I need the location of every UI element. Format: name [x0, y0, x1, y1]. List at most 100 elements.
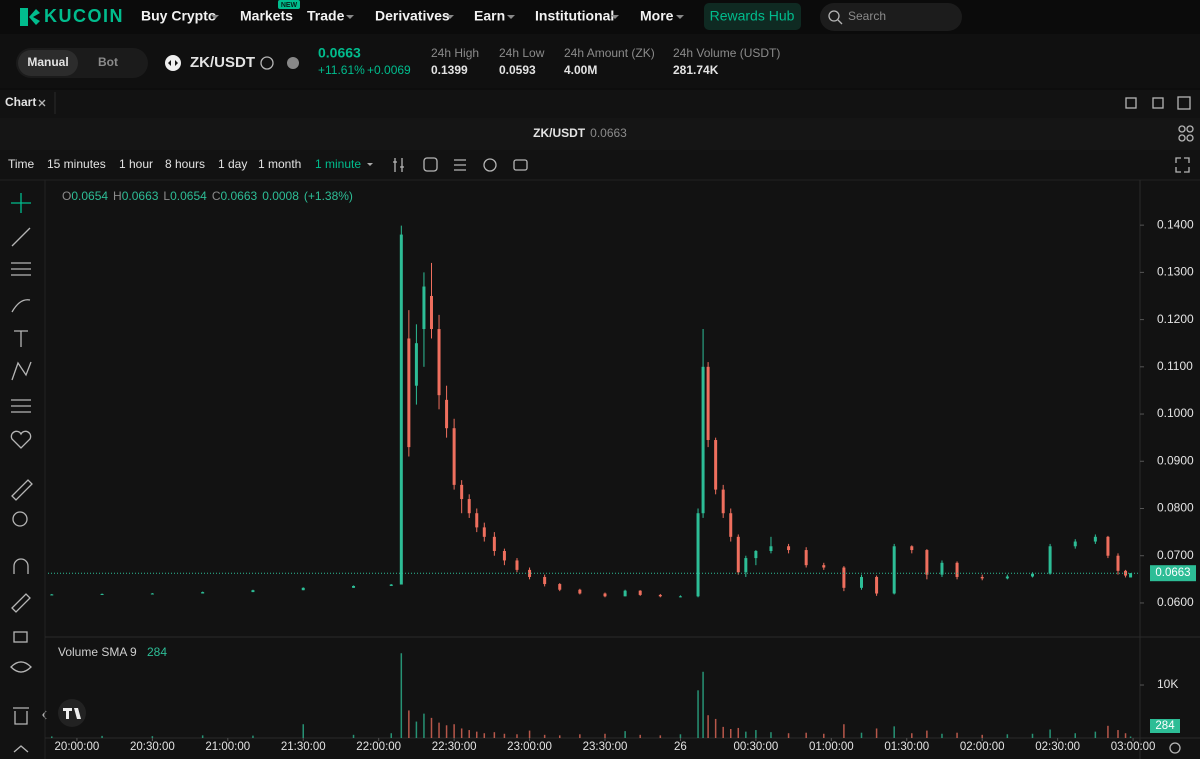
volume-bar [755, 730, 757, 738]
tool-crosshair[interactable] [11, 193, 31, 213]
volume-bar [1124, 733, 1127, 738]
logo-icon [20, 8, 40, 26]
volume-title: Volume SMA 9 [58, 645, 137, 659]
logo[interactable]: KUCOIN [20, 6, 124, 26]
tool-zoom[interactable] [12, 511, 28, 527]
tool-brush[interactable] [11, 299, 31, 313]
panel-icon[interactable] [1152, 97, 1164, 109]
stat-label: 24h Volume (USDT) [673, 46, 780, 60]
volume-bar [430, 717, 433, 738]
stat-value: 0.1399 [431, 63, 468, 77]
volume-bar [101, 735, 103, 738]
candle-body [1005, 576, 1009, 579]
info-icon[interactable] [287, 57, 299, 69]
tool-lock-draw[interactable] [11, 593, 31, 613]
new-badge-text: NEW [281, 2, 298, 9]
tab-close[interactable] [38, 99, 46, 107]
x-tick-label: 22:30:00 [432, 741, 477, 753]
candle-body [201, 592, 205, 594]
chart-tab[interactable]: Chart [5, 95, 36, 109]
tool-delete[interactable] [13, 707, 29, 725]
x-tick-label: 00:30:00 [733, 741, 778, 753]
candle-body [452, 428, 456, 485]
toolbar-icon[interactable] [393, 158, 404, 172]
tool-favorite[interactable] [10, 430, 32, 449]
candle-body [492, 536, 496, 551]
mode-active[interactable] [18, 50, 78, 76]
nav-item[interactable]: Buy Crypto [141, 8, 216, 24]
candle-body [638, 590, 642, 595]
search-icon [828, 10, 840, 22]
candle-body [721, 489, 725, 514]
toolbar-icon[interactable] [483, 158, 497, 172]
panel-icon[interactable] [1177, 96, 1191, 110]
caret [611, 15, 619, 19]
nav-item[interactable]: Derivatives [375, 8, 450, 24]
settings-icon[interactable] [1169, 742, 1181, 754]
candle-body [352, 585, 356, 588]
volume-bar [1117, 730, 1119, 738]
nav-item[interactable]: Earn [474, 8, 505, 24]
tv-logo[interactable] [58, 699, 86, 727]
panel-icon[interactable] [1125, 97, 1137, 109]
mode-bot[interactable]: Bot [98, 55, 118, 69]
tool-pattern[interactable] [11, 361, 32, 381]
chart-title: ZK/USDT 0.0663 [533, 126, 627, 140]
rewards-button[interactable] [704, 3, 801, 30]
volume-bar [1094, 731, 1097, 738]
tool-line[interactable] [11, 227, 31, 247]
timeframe[interactable]: 15 minutes [47, 157, 106, 171]
volume-bar [543, 734, 546, 738]
timeframe[interactable]: 1 day [218, 157, 247, 171]
candle-body [543, 576, 547, 585]
toolbar-icon[interactable] [513, 159, 528, 171]
volume-bar [624, 731, 626, 738]
timeframe: Time [8, 157, 35, 171]
volume-bar [770, 732, 772, 738]
nav-item[interactable]: Trade [307, 8, 345, 24]
toolbar-icon[interactable] [423, 157, 438, 172]
volume-bar [1031, 733, 1034, 738]
tool-visibility[interactable] [10, 661, 32, 673]
title-pair: ZK/USDT [533, 126, 586, 140]
stat-value: 281.74K [673, 63, 719, 77]
nav-item[interactable]: More [640, 8, 674, 24]
candle-body [1093, 536, 1097, 542]
tool-more[interactable] [13, 745, 29, 753]
search-box[interactable] [820, 3, 962, 31]
ohlc-legend: O0.0654 H0.0663 L0.0654 C0.0663 0.0008 (+1.38… [62, 189, 353, 203]
candle-body [842, 567, 846, 588]
timeframe[interactable]: 1 hour [119, 157, 153, 171]
nav-item[interactable]: Markets [240, 8, 293, 24]
candle-body [50, 594, 54, 596]
tool-lock[interactable] [13, 631, 28, 643]
tool-ruler[interactable] [11, 479, 33, 501]
tool-magnet[interactable] [13, 558, 29, 574]
x-tick-label: 02:00:00 [960, 741, 1005, 753]
timeframe[interactable]: 1 month [258, 157, 301, 171]
pair-dropdown[interactable] [260, 56, 274, 70]
toolbar-icon[interactable] [454, 159, 466, 171]
volume-bar [453, 724, 455, 738]
candle-body [558, 584, 562, 590]
volume-bar [558, 735, 561, 738]
candle-body [804, 550, 808, 566]
active-interval[interactable]: 1 minute [315, 157, 361, 171]
volume-bar [483, 733, 486, 738]
volume-bar [639, 734, 641, 738]
candle-body [407, 338, 411, 448]
pair[interactable]: ZK/USDT [190, 54, 255, 71]
candle-body [251, 590, 255, 593]
timeframe[interactable]: 8 hours [165, 157, 205, 171]
fullscreen-icon[interactable] [1175, 157, 1190, 173]
new-badge [278, 0, 300, 9]
volume-bar [352, 734, 355, 738]
volume-bar [729, 728, 732, 738]
nav-item[interactable]: Institutional [535, 8, 614, 24]
tool-prediction[interactable] [11, 399, 31, 413]
layout-icon[interactable] [1178, 125, 1194, 142]
tool-text[interactable] [14, 330, 28, 347]
search-placeholder: Search [848, 9, 886, 23]
tool-fib[interactable] [11, 262, 31, 276]
volume-bar [201, 735, 204, 738]
